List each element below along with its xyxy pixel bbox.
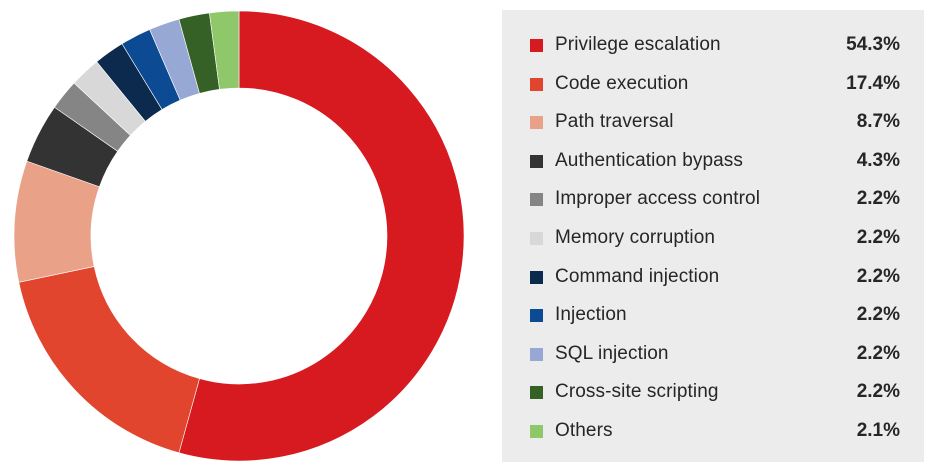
legend-item-cross-site-scripting: Cross-site scripting 2.2% xyxy=(502,381,924,422)
legend-label: Others xyxy=(555,419,613,441)
donut-chart xyxy=(13,10,465,462)
legend-panel: Privilege escalation 54.3% Code execution 1… xyxy=(502,10,924,462)
legend-swatch-improper-access-control xyxy=(530,193,543,207)
legend-item-others: Others 2.1% xyxy=(502,419,924,461)
legend-label: Privilege escalation xyxy=(555,34,721,55)
legend-swatch-others xyxy=(530,424,543,438)
legend-label: Path traversal xyxy=(555,111,674,133)
legend-swatch-memory-corruption xyxy=(530,231,543,245)
legend-value: 2.2% xyxy=(856,304,900,326)
slice-privilege-escalation xyxy=(178,10,465,462)
legend-item-improper-access-control: Improper access control 2.2% xyxy=(502,188,924,229)
legend-value: 2.1% xyxy=(856,419,900,441)
legend-value: 17.4% xyxy=(846,72,900,94)
legend-item-injection: Injection 2.2% xyxy=(502,304,924,345)
legend-value: 4.3% xyxy=(856,149,900,171)
legend-item-command-injection: Command injection 2.2% xyxy=(502,265,924,307)
legend-value: 54.3% xyxy=(846,34,900,55)
legend-swatch-cross-site-scripting xyxy=(530,386,543,400)
legend-swatch-sql-injection xyxy=(530,347,543,361)
legend-label: Code execution xyxy=(555,72,689,94)
legend-label: SQL injection xyxy=(555,342,669,364)
legend-swatch-command-injection xyxy=(530,270,543,284)
legend-label: Memory corruption xyxy=(555,226,716,248)
legend-swatch-injection xyxy=(530,309,543,323)
legend-swatch-privilege-escalation xyxy=(530,39,543,52)
legend-label: Authentication bypass xyxy=(555,149,743,171)
legend-value: 2.2% xyxy=(856,265,900,287)
legend-swatch-code-execution xyxy=(530,77,543,91)
legend-item-memory-corruption: Memory corruption 2.2% xyxy=(502,226,924,268)
legend-item-code-execution: Code execution 17.4% xyxy=(502,72,924,114)
donut-chart-area xyxy=(13,10,465,462)
legend-value: 2.2% xyxy=(856,226,900,248)
legend-value: 8.7% xyxy=(856,111,900,133)
legend-item-privilege-escalation: Privilege escalation 54.3% xyxy=(502,34,924,75)
legend-value: 2.2% xyxy=(856,381,900,403)
legend-item-path-traversal: Path traversal 8.7% xyxy=(502,111,924,152)
legend-swatch-path-traversal xyxy=(530,116,543,130)
legend-item-sql-injection: SQL injection 2.2% xyxy=(502,342,924,384)
legend-label: Cross-site scripting xyxy=(555,381,719,403)
legend-label: Command injection xyxy=(555,265,720,287)
slice-others xyxy=(209,10,240,90)
legend-value: 2.2% xyxy=(856,342,900,364)
legend-value: 2.2% xyxy=(856,188,900,210)
legend-label: Improper access control xyxy=(555,188,761,210)
legend-swatch-authentication-bypass xyxy=(530,154,543,168)
legend-item-authentication-bypass: Authentication bypass 4.3% xyxy=(502,149,924,191)
legend-list: Privilege escalation 54.3% Code execution 1… xyxy=(502,34,924,461)
legend-label: Injection xyxy=(555,304,627,326)
slice-code-execution xyxy=(18,266,200,454)
